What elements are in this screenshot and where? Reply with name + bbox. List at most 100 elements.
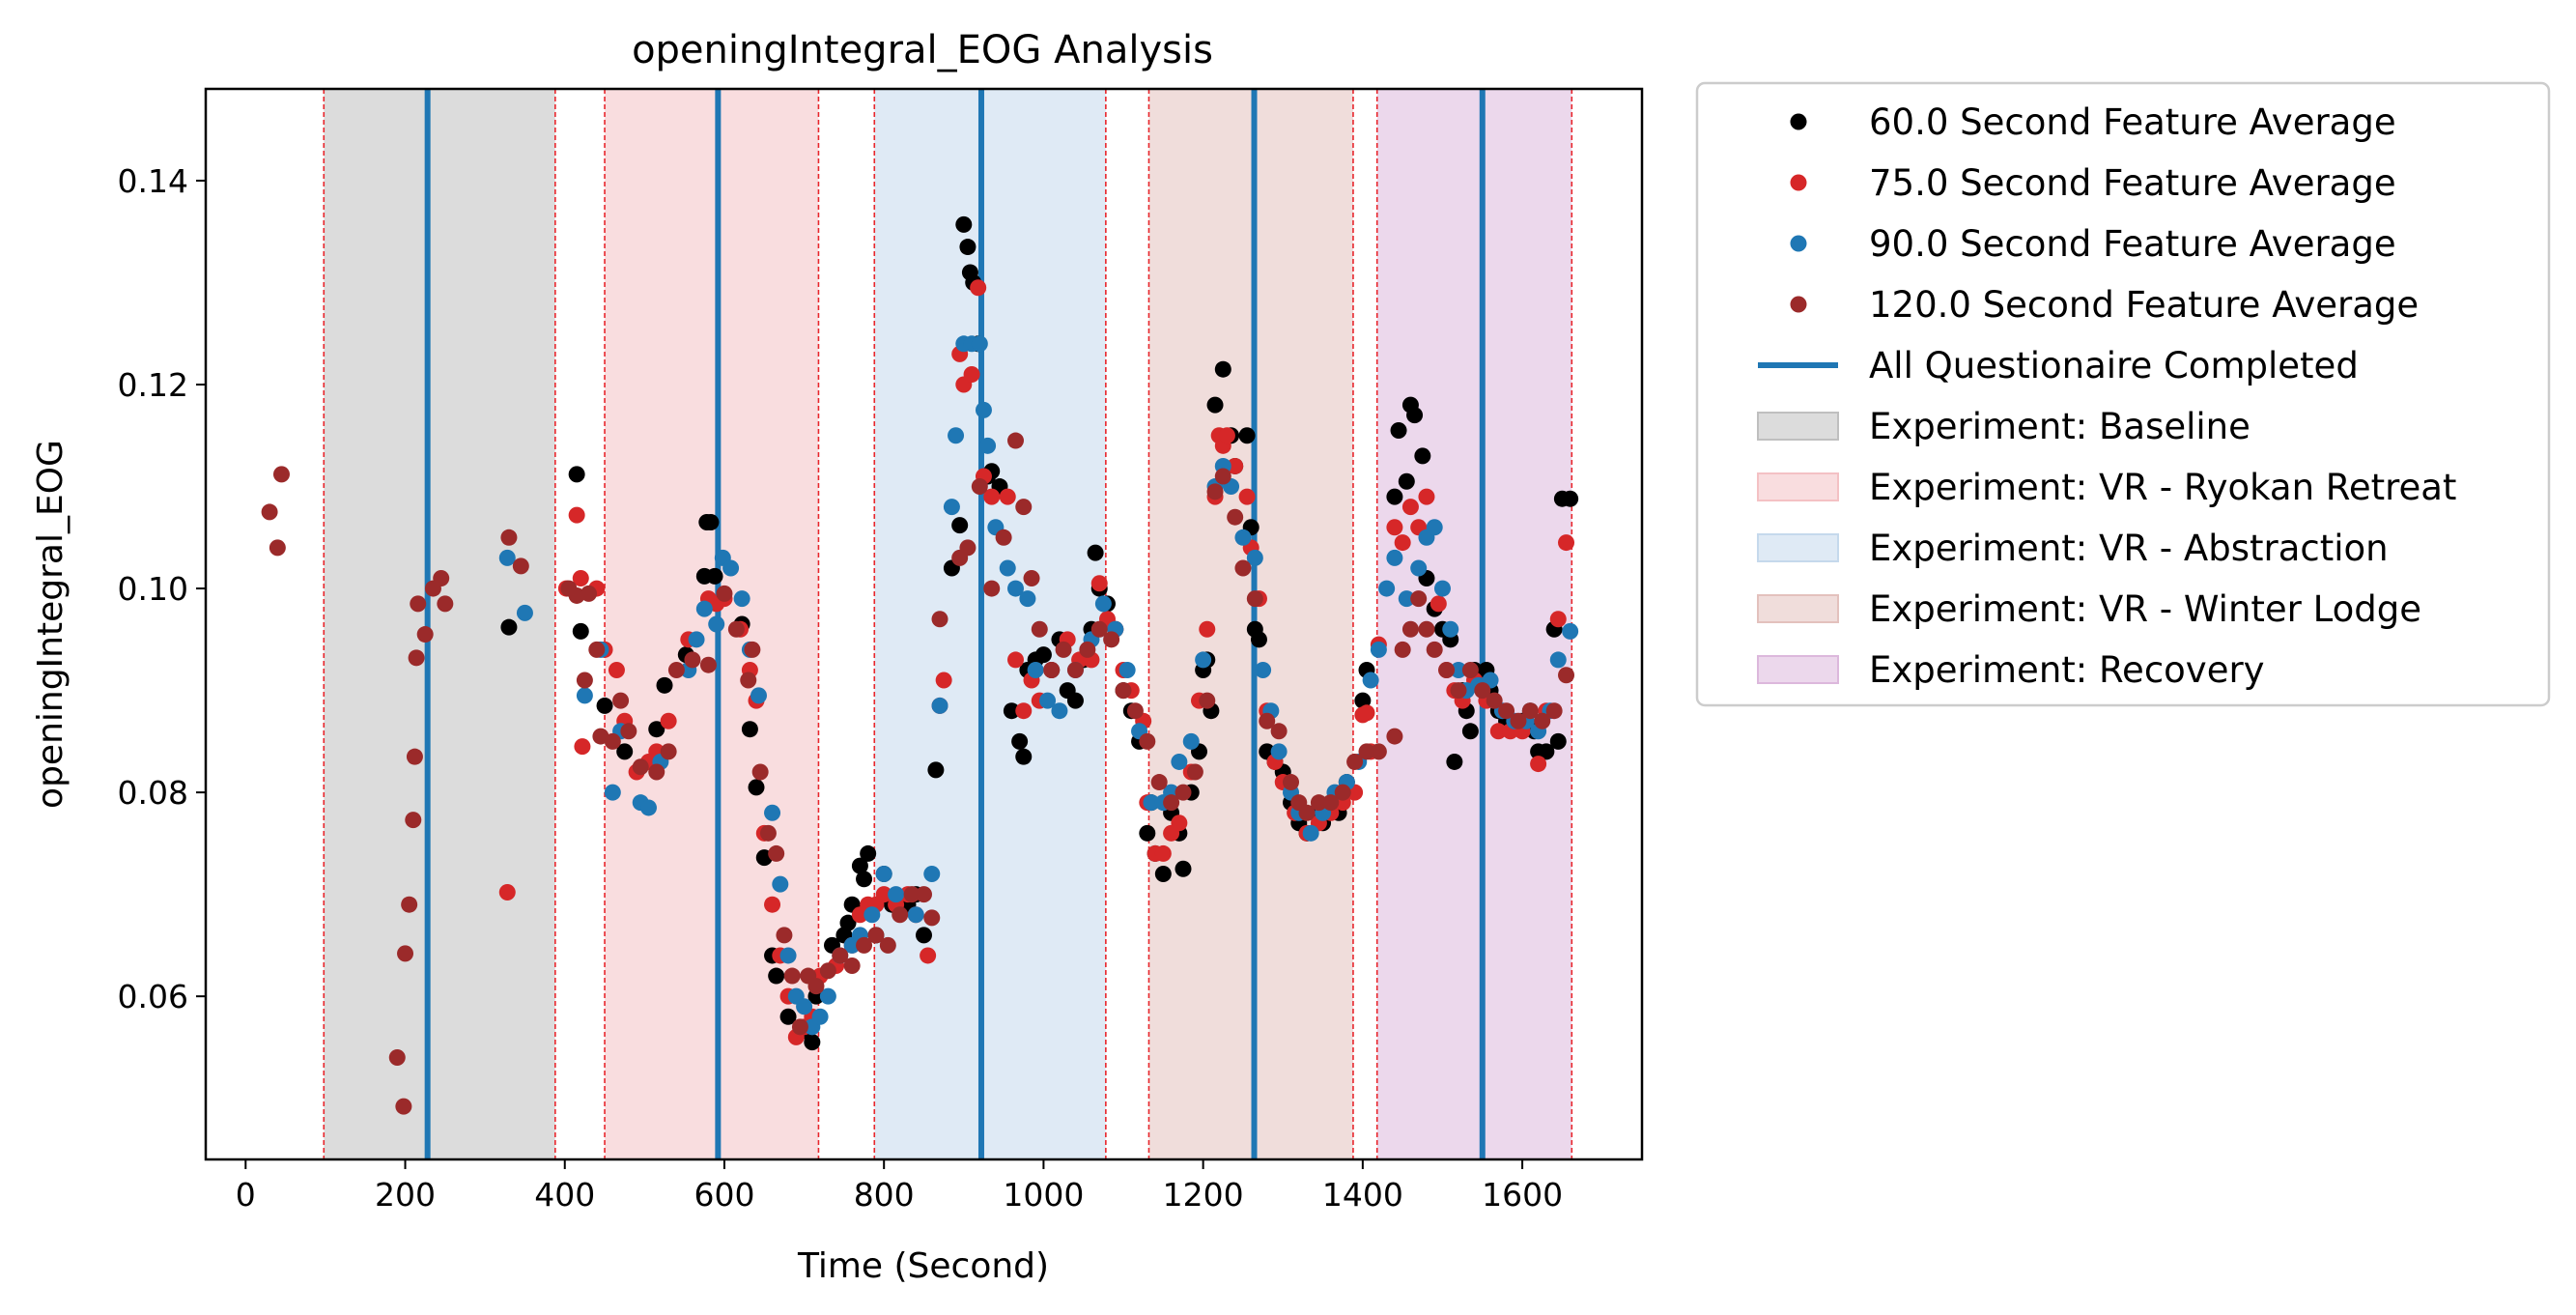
data-point-s0-47 bbox=[1003, 702, 1020, 720]
data-point-s3-3 bbox=[388, 1048, 406, 1066]
data-point-s2-29 bbox=[863, 906, 881, 924]
legend-label: Experiment: Baseline bbox=[1869, 406, 2250, 447]
data-point-s2-95 bbox=[1549, 651, 1567, 669]
x-tick-label: 600 bbox=[694, 1176, 754, 1214]
data-point-s3-103 bbox=[1474, 682, 1491, 700]
data-point-s1-104 bbox=[1530, 756, 1547, 773]
data-point-s1-72 bbox=[1218, 427, 1235, 444]
data-point-s3-14 bbox=[437, 595, 454, 613]
data-point-s3-53 bbox=[923, 909, 941, 927]
data-point-s3-9 bbox=[408, 649, 425, 667]
data-point-s3-80 bbox=[1227, 508, 1244, 526]
data-point-s2-84 bbox=[1433, 580, 1451, 597]
data-point-s2-20 bbox=[779, 947, 797, 964]
data-point-s3-79 bbox=[1214, 468, 1231, 485]
data-point-s2-31 bbox=[888, 886, 905, 903]
data-point-s2-45 bbox=[1019, 590, 1036, 608]
data-point-s3-89 bbox=[1322, 794, 1340, 812]
data-point-s2-79 bbox=[1386, 549, 1403, 566]
data-point-s3-37 bbox=[759, 824, 777, 842]
data-point-s2-68 bbox=[1270, 743, 1288, 760]
data-point-s2-59 bbox=[1182, 732, 1200, 750]
data-point-s3-91 bbox=[1346, 753, 1364, 770]
data-point-s3-48 bbox=[867, 927, 885, 944]
data-point-s1-37 bbox=[920, 947, 937, 964]
data-point-s3-44 bbox=[819, 962, 836, 980]
data-point-s2-32 bbox=[907, 906, 924, 924]
data-point-s3-75 bbox=[1175, 784, 1192, 801]
data-point-s3-57 bbox=[971, 478, 988, 496]
data-point-s0-29 bbox=[860, 844, 877, 862]
x-tick-label: 1200 bbox=[1163, 1176, 1244, 1214]
data-point-s1-55 bbox=[1090, 575, 1108, 592]
data-point-s3-46 bbox=[843, 958, 861, 975]
data-point-s2-2 bbox=[576, 687, 593, 704]
data-point-s3-41 bbox=[791, 1018, 808, 1036]
data-point-s3-66 bbox=[1066, 661, 1084, 678]
data-point-s2-11 bbox=[695, 600, 713, 617]
data-point-s3-99 bbox=[1426, 641, 1443, 658]
data-point-s3-38 bbox=[768, 844, 785, 862]
data-point-s3-74 bbox=[1163, 794, 1180, 812]
data-point-s0-126 bbox=[1562, 490, 1579, 507]
data-point-s0-101 bbox=[1398, 472, 1415, 490]
data-point-s3-32 bbox=[716, 585, 733, 602]
legend-band-swatch bbox=[1757, 594, 1839, 623]
data-point-s0-48 bbox=[1011, 732, 1029, 750]
data-point-s3-7 bbox=[405, 812, 422, 829]
data-point-s1-39 bbox=[935, 672, 952, 689]
data-point-s3-104 bbox=[1486, 692, 1503, 709]
data-point-s3-85 bbox=[1283, 774, 1300, 791]
data-point-s2-85 bbox=[1442, 620, 1459, 638]
data-point-s3-88 bbox=[1310, 794, 1327, 812]
data-point-s3-40 bbox=[783, 967, 801, 985]
legend-band-swatch bbox=[1757, 472, 1839, 501]
data-point-s0-103 bbox=[1406, 407, 1424, 424]
data-point-s3-34 bbox=[740, 672, 757, 689]
data-point-s2-7 bbox=[639, 799, 657, 816]
data-point-s1-7 bbox=[608, 661, 625, 678]
data-point-s0-66 bbox=[1139, 824, 1156, 842]
legend-label: Experiment: Recovery bbox=[1869, 649, 2265, 691]
data-point-s2-14 bbox=[722, 559, 740, 577]
data-point-s3-23 bbox=[604, 732, 621, 750]
data-point-s0-6 bbox=[656, 676, 673, 694]
data-point-s2-76 bbox=[1362, 672, 1379, 689]
data-point-s3-68 bbox=[1090, 620, 1108, 638]
legend-marker bbox=[1790, 113, 1807, 130]
y-tick-label: 0.06 bbox=[118, 978, 188, 1015]
data-point-s1-94 bbox=[1418, 488, 1435, 505]
data-point-s3-106 bbox=[1510, 712, 1527, 729]
data-point-s0-49 bbox=[1015, 748, 1033, 765]
data-point-s2-64 bbox=[1234, 529, 1252, 546]
data-point-s0-122 bbox=[1538, 743, 1555, 760]
data-point-s0-21 bbox=[804, 1034, 821, 1051]
data-point-s3-39 bbox=[776, 927, 793, 944]
legend-label: 90.0 Second Feature Average bbox=[1869, 223, 2396, 265]
data-point-s3-56 bbox=[959, 539, 977, 557]
data-point-s2-18 bbox=[764, 804, 781, 821]
data-point-s1-46 bbox=[999, 488, 1016, 505]
legend: 60.0 Second Feature Average 75.0 Second F… bbox=[1695, 81, 2551, 707]
data-point-s3-30 bbox=[684, 651, 701, 669]
data-point-s1-68 bbox=[1199, 620, 1216, 638]
data-point-s3-107 bbox=[1521, 702, 1539, 720]
data-point-s2-17 bbox=[750, 687, 767, 704]
y-tick-label: 0.08 bbox=[118, 774, 188, 812]
data-point-s0-27 bbox=[851, 857, 868, 874]
legend-label: 60.0 Second Feature Average bbox=[1869, 101, 2396, 143]
data-point-s0-100 bbox=[1390, 422, 1407, 440]
data-point-s2-34 bbox=[931, 697, 948, 714]
data-point-s1-65 bbox=[1171, 815, 1188, 832]
data-point-s3-5 bbox=[397, 945, 414, 962]
data-point-s2-66 bbox=[1255, 661, 1272, 678]
data-point-s2-41 bbox=[979, 437, 997, 454]
data-point-s3-51 bbox=[903, 886, 920, 903]
data-point-s0-56 bbox=[1066, 692, 1084, 709]
data-point-s2-15 bbox=[733, 590, 750, 608]
data-point-s3-60 bbox=[1007, 432, 1025, 449]
data-point-s1-48 bbox=[1015, 702, 1033, 720]
data-point-s3-70 bbox=[1115, 682, 1132, 700]
data-point-s2-35 bbox=[943, 499, 960, 516]
data-point-s1-0 bbox=[498, 884, 516, 901]
